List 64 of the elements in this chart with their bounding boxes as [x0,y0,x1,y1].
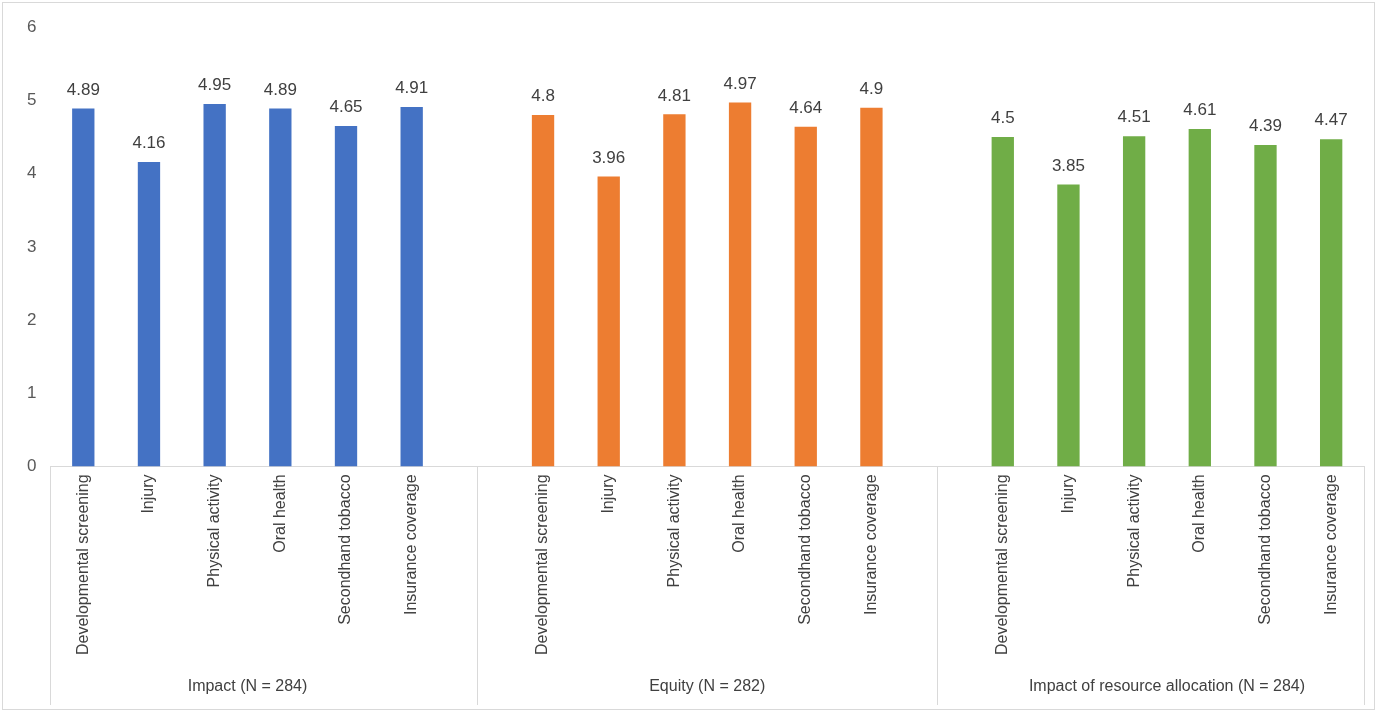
data-label: 4.97 [723,73,757,93]
x-tick-label: Developmental screening [533,474,551,655]
x-tick-label: Oral health [1190,474,1208,553]
data-label: 3.85 [1051,155,1085,175]
data-label: 3.96 [592,147,626,167]
data-label: 4.9 [859,78,884,98]
bar [1320,139,1343,467]
x-tick-label: Physical activity [664,474,682,588]
x-tick-label: Insurance coverage [1321,474,1339,615]
bar [72,108,95,467]
bar [991,137,1014,467]
bar [1188,128,1211,467]
data-label: 4.91 [395,78,429,98]
bar [860,107,883,467]
x-tick-label: Secondhand tobacco [796,474,814,625]
data-label: 4.64 [789,97,823,117]
x-tick-label: Insurance coverage [861,474,879,615]
y-tick-label: 2 [26,309,37,329]
bar [203,104,226,467]
bar [1057,184,1080,467]
data-label: 4.16 [132,133,166,153]
x-tick-label: Oral health [270,474,288,553]
data-label: 4.65 [329,97,363,117]
y-tick-label: 5 [26,90,37,110]
y-tick-label: 6 [26,16,37,36]
text: Impact (N = 284) [187,677,308,695]
bar [1254,145,1277,467]
data-label: 4.39 [1248,116,1283,136]
x-tick-label: Physical activity [205,474,223,588]
x-tick-label: Oral health [730,474,748,553]
y-tick-label: 3 [26,236,37,256]
bar [597,176,620,467]
bar [1122,136,1146,467]
x-tick-label: Injury [139,474,157,514]
bar [531,115,555,467]
x-tick-label: Developmental screening [73,474,91,655]
data-label: 4.89 [66,79,100,99]
text: Impact of resource allocation (N = 284) [1028,677,1306,695]
x-tick-label: Insurance coverage [402,474,420,615]
bar [728,102,752,467]
x-tick-label: Secondhand tobacco [336,474,354,625]
bar [663,114,686,467]
y-tick-label: 4 [26,163,37,183]
x-tick-label: Developmental screening [993,474,1011,655]
x-tick-label: Physical activity [1124,474,1142,588]
data-label: 4.5 [990,108,1015,128]
bar [794,126,817,467]
text: Equity (N = 282) [649,677,766,695]
bar [269,108,292,467]
data-label: 4.51 [1117,107,1151,127]
y-tick-label: 1 [26,382,37,402]
bar [334,126,358,467]
data-label: 4.61 [1183,100,1217,120]
x-tick-label: Injury [599,474,617,514]
data-label: 4.8 [531,86,555,106]
data-label: 4.47 [1314,110,1348,130]
bar [400,107,423,467]
y-tick-label: 0 [26,456,37,476]
bar [137,161,161,467]
data-label: 4.95 [198,75,232,95]
data-label: 4.81 [657,85,691,105]
data-label: 4.89 [263,79,297,99]
x-tick-label: Injury [1058,474,1076,514]
x-tick-label: Secondhand tobacco [1255,474,1273,625]
